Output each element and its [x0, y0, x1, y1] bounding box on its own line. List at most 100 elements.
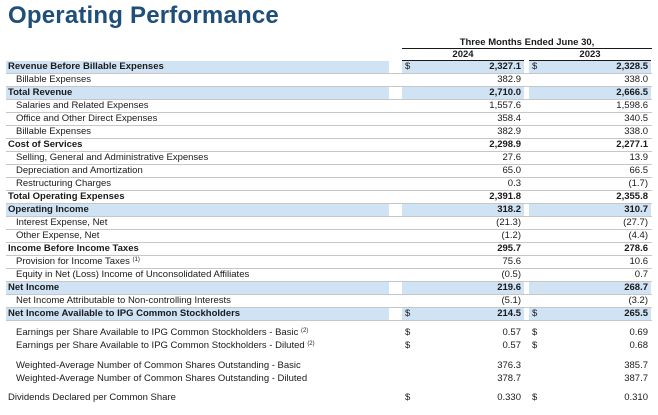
table-row-revenue-before-billable: Revenue Before Billable Expenses $2,327.…	[6, 61, 652, 74]
currency-symbol: $	[532, 340, 538, 351]
value-2023: 278.6	[624, 243, 648, 254]
page-title: Operating Performance	[8, 2, 279, 29]
row-label: Net Income Attributable to Non-controlli…	[16, 295, 231, 306]
row-label: Interest Expense, Net	[16, 217, 108, 228]
value-2024: 2,710.0	[489, 87, 521, 98]
table-row: Equity in Net (Loss) Income of Unconsoli…	[6, 269, 652, 282]
value-2023: 0.69	[629, 327, 649, 338]
value-2023: 66.5	[629, 165, 649, 176]
column-rule-2023	[529, 60, 651, 61]
table-row: Billable Expenses 382.9 338.0	[6, 126, 652, 139]
table-row-dividends: Dividends Declared per Common Share $0.3…	[6, 392, 652, 404]
table-row-eps-basic: Earnings per Share Available to IPG Comm…	[6, 327, 652, 339]
value-2023: 340.5	[624, 113, 648, 124]
footnote-marker: (2)	[300, 328, 309, 334]
table-row: Provision for Income Taxes (1) 75.6 10.6	[6, 256, 652, 269]
row-label: Provision for Income Taxes (1)	[16, 256, 140, 267]
row-label: Weighted-Average Number of Common Shares…	[16, 360, 301, 371]
value-2023: 2,666.5	[616, 87, 648, 98]
value-2024: 27.6	[502, 152, 522, 163]
value-2023: 0.68	[629, 340, 649, 351]
row-label: Equity in Net (Loss) Income of Unconsoli…	[16, 269, 250, 280]
value-2024: 0.3	[507, 178, 521, 189]
value-2024: 382.9	[497, 74, 521, 85]
value-2024: 219.6	[497, 282, 521, 293]
table-row-total-revenue: Total Revenue 2,710.0 2,666.5	[6, 87, 652, 100]
row-label: Selling, General and Administrative Expe…	[16, 152, 209, 163]
table-row-shares-basic: Weighted-Average Number of Common Shares…	[6, 360, 652, 372]
value-2023: 2,277.1	[616, 139, 648, 150]
row-label: Net Income	[8, 282, 60, 293]
value-2024: 382.9	[497, 126, 521, 137]
column-header-2024: 2024	[452, 49, 474, 60]
row-label: Depreciation and Amortization	[16, 165, 143, 176]
value-2023: 338.0	[624, 74, 648, 85]
value-2024: (5.1)	[501, 295, 521, 306]
table-row-income-before-taxes: Income Before Income Taxes 295.7 278.6	[6, 243, 652, 256]
table-row: Depreciation and Amortization 65.0 66.5	[6, 165, 652, 178]
table-row: Net Income Attributable to Non-controlli…	[6, 295, 652, 308]
value-2024: 65.0	[502, 165, 522, 176]
row-label: Weighted-Average Number of Common Shares…	[16, 373, 308, 384]
currency-symbol: $	[532, 61, 538, 72]
row-label: Earnings per Share Available to IPG Comm…	[16, 327, 309, 338]
row-label: Earnings per Share Available to IPG Comm…	[16, 340, 315, 351]
value-2024: (1.2)	[501, 230, 521, 241]
row-label: Revenue Before Billable Expenses	[8, 61, 164, 72]
value-2024: (21.3)	[496, 217, 521, 228]
period-header: Three Months Ended June 30,	[459, 37, 595, 48]
value-2023: 265.5	[624, 308, 648, 319]
value-2024: 376.3	[497, 360, 521, 371]
value-2024: 0.330	[497, 392, 521, 403]
currency-symbol: $	[405, 392, 411, 403]
row-label: Office and Other Direct Expenses	[16, 113, 158, 124]
value-2023: 310.7	[624, 204, 648, 215]
value-2024: 358.4	[497, 113, 521, 124]
table-row: Other Expense, Net (1.2) (4.4)	[6, 230, 652, 243]
table-row: Restructuring Charges 0.3 (1.7)	[6, 178, 652, 191]
value-2024: 2,391.8	[489, 191, 521, 202]
value-2023: 268.7	[624, 282, 648, 293]
value-2024: 0.57	[502, 327, 522, 338]
value-2023: 2,355.8	[616, 191, 648, 202]
table-row: Office and Other Direct Expenses 358.4 3…	[6, 113, 652, 126]
table-row: Selling, General and Administrative Expe…	[6, 152, 652, 165]
row-label: Operating Income	[8, 204, 89, 215]
currency-symbol: $	[405, 308, 411, 319]
table-row-eps-diluted: Earnings per Share Available to IPG Comm…	[6, 340, 652, 352]
row-label: Income Before Income Taxes	[8, 243, 139, 254]
table-row-total-operating-expenses: Total Operating Expenses 2,391.8 2,355.8	[6, 191, 652, 204]
currency-symbol: $	[405, 61, 411, 72]
row-label: Cost of Services	[8, 139, 83, 150]
column-header-2023: 2023	[579, 49, 601, 60]
footnote-marker: (2)	[307, 341, 315, 347]
value-2023: 387.7	[624, 373, 648, 384]
table-row-net-income: Net Income 219.6 268.7	[6, 282, 652, 295]
value-2023: (27.7)	[623, 217, 648, 228]
table-row-cost-of-services: Cost of Services 2,298.9 2,277.1	[6, 139, 652, 152]
table-row-net-income-available: Net Income Available to IPG Common Stock…	[6, 308, 652, 321]
row-label: Net Income Available to IPG Common Stock…	[8, 308, 241, 319]
value-2024: 378.7	[497, 373, 521, 384]
row-label: Other Expense, Net	[16, 230, 100, 241]
column-rule-2024	[402, 60, 524, 61]
currency-symbol: $	[532, 327, 538, 338]
value-2024: 2,327.1	[489, 61, 521, 72]
value-2023: 0.310	[624, 392, 648, 403]
value-2023: 338.0	[624, 126, 648, 137]
row-label: Total Operating Expenses	[8, 191, 125, 202]
value-2023: (1.7)	[628, 178, 648, 189]
value-2024: 1,557.6	[489, 100, 521, 111]
value-2024: 2,298.9	[489, 139, 521, 150]
period-rule	[402, 48, 652, 49]
value-2023: 13.9	[629, 152, 649, 163]
row-label: Billable Expenses	[16, 74, 91, 85]
footnote-marker: (1)	[132, 257, 140, 263]
row-label: Dividends Declared per Common Share	[8, 392, 176, 403]
value-2023: 0.7	[634, 269, 648, 280]
row-label: Salaries and Related Expenses	[16, 100, 149, 111]
row-label: Billable Expenses	[16, 126, 91, 137]
value-2023: 2,328.5	[616, 61, 648, 72]
table-row-shares-diluted: Weighted-Average Number of Common Shares…	[6, 373, 652, 385]
currency-symbol: $	[405, 340, 411, 351]
